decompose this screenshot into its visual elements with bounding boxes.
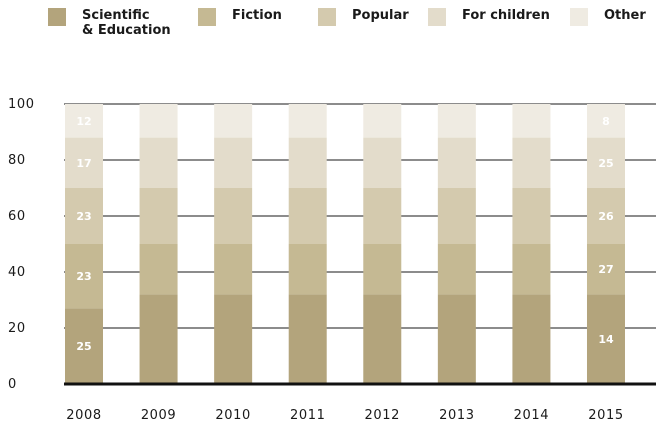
legend-label: Scientific & Education bbox=[82, 8, 171, 38]
legend-swatch bbox=[48, 8, 66, 26]
bar-segment bbox=[512, 137, 551, 188]
y-tick-label: 0 bbox=[8, 377, 17, 392]
segment-value-label: 14 bbox=[598, 333, 614, 346]
bar-segment bbox=[437, 294, 476, 384]
y-tick-label: 100 bbox=[8, 97, 35, 112]
bar-segment bbox=[214, 137, 253, 188]
segment-value-label: 25 bbox=[598, 157, 613, 170]
bar-segment bbox=[363, 137, 402, 188]
y-tick-label: 60 bbox=[8, 209, 26, 224]
bar-segment bbox=[65, 244, 103, 309]
legend-item: Popular bbox=[318, 8, 409, 26]
segment-value-label: 23 bbox=[76, 210, 91, 223]
bar-segment bbox=[65, 137, 103, 188]
bar-segment bbox=[363, 104, 402, 138]
bar-segment bbox=[214, 244, 253, 295]
segment-value-label: 17 bbox=[76, 157, 91, 170]
legend-label: For children bbox=[462, 8, 550, 23]
bar-segment bbox=[512, 294, 551, 384]
legend-label: Popular bbox=[352, 8, 409, 23]
axes: 0 20 40 60 80 100 2008 2009 2010 2011 2012 2013 2014… bbox=[8, 97, 656, 423]
y-tick-label: 20 bbox=[8, 321, 26, 336]
legend-item: Scientific & Education bbox=[48, 8, 171, 38]
bar-segment bbox=[586, 188, 625, 244]
bar-segment bbox=[139, 294, 178, 384]
legend-item: Other bbox=[570, 8, 646, 26]
segment-value-label: 25 bbox=[76, 340, 91, 353]
bar-segment bbox=[437, 104, 476, 138]
bar-segment bbox=[586, 104, 625, 138]
x-tick-label: 2015 bbox=[588, 408, 623, 423]
bar-segment bbox=[214, 294, 253, 384]
bar-segment bbox=[586, 294, 625, 384]
legend-label: Other bbox=[604, 8, 646, 23]
chart-legend: Scientific & Education Fiction Popular For … bbox=[0, 0, 656, 60]
segment-value-label: 8 bbox=[602, 115, 610, 128]
bar-segment bbox=[363, 188, 402, 244]
legend-swatch bbox=[428, 8, 446, 26]
x-tick-label: 2008 bbox=[66, 408, 101, 423]
bar-segment bbox=[139, 188, 178, 244]
bar-segment bbox=[437, 188, 476, 244]
bar-segment bbox=[437, 244, 476, 295]
bar-segment bbox=[437, 137, 476, 188]
bar-segment bbox=[288, 188, 327, 244]
x-tick-label: 2011 bbox=[290, 408, 325, 423]
bar-segment bbox=[65, 188, 103, 244]
bar-segment bbox=[512, 244, 551, 295]
legend-swatch bbox=[198, 8, 216, 26]
y-tick-label: 40 bbox=[8, 265, 26, 280]
x-tick-label: 2014 bbox=[514, 408, 549, 423]
legend-item: For children bbox=[428, 8, 550, 26]
bar-segment bbox=[512, 104, 551, 138]
bar-segment bbox=[288, 244, 327, 295]
legend-label: Fiction bbox=[232, 8, 282, 23]
bar-segment bbox=[288, 104, 327, 138]
legend-swatch bbox=[318, 8, 336, 26]
segment-value-label: 26 bbox=[598, 210, 614, 223]
x-tick-label: 2012 bbox=[365, 408, 400, 423]
bar-segment bbox=[586, 137, 625, 188]
x-tick-label: 2013 bbox=[439, 408, 474, 423]
bar-segment bbox=[139, 137, 178, 188]
bar-segment bbox=[139, 104, 178, 138]
segment-value-label: 27 bbox=[598, 263, 613, 276]
bar-segment bbox=[139, 244, 178, 295]
y-tick-label: 80 bbox=[8, 153, 26, 168]
bar-segment bbox=[65, 104, 103, 138]
bar-segment bbox=[288, 137, 327, 188]
bar-segment bbox=[363, 244, 402, 295]
x-tick-label: 2009 bbox=[141, 408, 176, 423]
bar-segment bbox=[214, 104, 253, 138]
bars: 25 23 23 17 12 14 27 26 25 8 bbox=[65, 104, 625, 384]
legend-item: Fiction bbox=[198, 8, 282, 26]
bar-segment bbox=[214, 188, 253, 244]
legend-swatch bbox=[570, 8, 588, 26]
segment-value-label: 23 bbox=[76, 270, 91, 283]
bar-segment bbox=[288, 294, 327, 384]
bar-segment bbox=[512, 188, 551, 244]
segment-value-label: 12 bbox=[76, 115, 91, 128]
bar-segment bbox=[363, 294, 402, 384]
bar-segment bbox=[586, 244, 625, 295]
x-tick-label: 2010 bbox=[215, 408, 250, 423]
bar-segment bbox=[65, 308, 103, 384]
